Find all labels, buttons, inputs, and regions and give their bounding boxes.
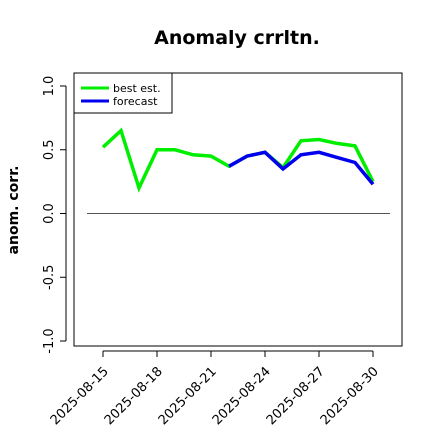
y-tick-label: -1.0 bbox=[42, 328, 57, 353]
chart-title: Anomaly crrltn. bbox=[154, 27, 320, 49]
y-tick-label: 1.0 bbox=[42, 76, 57, 97]
legend-label-forecast: forecast bbox=[113, 95, 158, 108]
y-axis: -1.0 -0.5 0.0 0.5 1.0 bbox=[42, 76, 67, 354]
series-line-forecast bbox=[228, 150, 375, 186]
legend-box bbox=[73, 72, 173, 114]
x-tick-label: 2025-08-30 bbox=[318, 364, 382, 428]
legend-label-best-est: best est. bbox=[113, 82, 161, 95]
legend: best est. forecast bbox=[73, 72, 173, 114]
y-tick-label: -0.5 bbox=[42, 265, 57, 290]
series-layer bbox=[101, 127, 375, 193]
y-axis-label: anom. corr. bbox=[6, 166, 22, 255]
y-tick-label: 0.5 bbox=[42, 139, 57, 160]
y-tick-label: 0.0 bbox=[42, 203, 57, 224]
plot-frame bbox=[73, 72, 403, 347]
x-axis: 2025-08-152025-08-182025-08-212025-08-24… bbox=[48, 350, 382, 428]
